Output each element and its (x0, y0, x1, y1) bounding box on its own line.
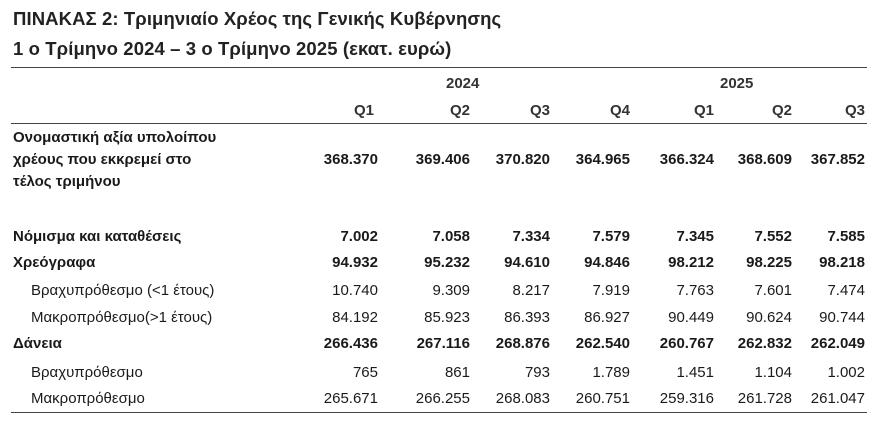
table-cell: 367.852 (810, 151, 865, 168)
table-cell: 10.740 (332, 282, 378, 299)
row-label: Βραχυπρόθεσμο (<1 έτους) (31, 282, 215, 299)
table-cell: 98.225 (746, 254, 792, 271)
row-label-line: τέλος τριμήνου (13, 173, 121, 190)
table-cell: 266.255 (415, 390, 470, 407)
table-cell: 366.324 (659, 151, 714, 168)
table-cell: 1.002 (827, 364, 865, 381)
row-label: Χρεόγραφα (13, 254, 96, 271)
table-cell: 7.334 (512, 228, 550, 245)
table-cell: 261.728 (737, 390, 792, 407)
table-cell: 8.217 (512, 282, 550, 299)
table-cell: 95.232 (424, 254, 470, 271)
quarter-header: Q1 (353, 102, 374, 119)
table-cell: 368.609 (737, 151, 792, 168)
table-cell: 793 (524, 364, 550, 381)
table-cell: 90.744 (819, 309, 865, 326)
table-cell: 1.451 (676, 364, 714, 381)
table-cell: 370.820 (495, 151, 550, 168)
table-cell: 268.876 (495, 335, 550, 352)
table-cell: 7.919 (592, 282, 630, 299)
table-cell: 368.370 (323, 151, 378, 168)
table-cell: 94.610 (504, 254, 550, 271)
quarter-header: Q3 (529, 102, 550, 119)
table-cell: 86.393 (504, 309, 550, 326)
quarter-header: Q2 (771, 102, 792, 119)
table-cell: 7.474 (827, 282, 865, 299)
table-cell: 262.049 (810, 335, 865, 352)
table-cell: 262.832 (737, 335, 792, 352)
row-label: Νόμισμα και καταθέσεις (13, 228, 182, 245)
table-cell: 7.058 (432, 228, 470, 245)
quarter-header: Q4 (609, 102, 630, 119)
bottom-rule (11, 412, 867, 413)
table-cell: 364.965 (575, 151, 630, 168)
row-label: Μακροπρόθεσμο (31, 390, 145, 407)
table-cell: 765 (352, 364, 378, 381)
table-cell: 268.083 (495, 390, 550, 407)
table-cell: 861 (444, 364, 470, 381)
table-cell: 85.923 (424, 309, 470, 326)
table-cell: 7.345 (676, 228, 714, 245)
table-cell: 9.309 (432, 282, 470, 299)
table-cell: 98.212 (668, 254, 714, 271)
table-cell: 259.316 (659, 390, 714, 407)
table-cell: 260.751 (575, 390, 630, 407)
table-cell: 265.671 (323, 390, 378, 407)
header-rule (11, 123, 867, 124)
table-cell: 260.767 (659, 335, 714, 352)
table-cell: 98.218 (819, 254, 865, 271)
quarter-header: Q1 (693, 102, 714, 119)
table-cell: 1.104 (754, 364, 792, 381)
table-cell: 7.002 (340, 228, 378, 245)
quarter-header: Q3 (844, 102, 865, 119)
table-cell: 7.579 (592, 228, 630, 245)
year-header-2024: 2024 (446, 75, 480, 92)
table-cell: 262.540 (575, 335, 630, 352)
table-cell: 86.927 (584, 309, 630, 326)
year-header-2025: 2025 (720, 75, 754, 92)
table-cell: 94.846 (584, 254, 630, 271)
table-cell: 94.932 (332, 254, 378, 271)
table-cell: 90.624 (746, 309, 792, 326)
table-cell: 90.449 (668, 309, 714, 326)
row-label-line: χρέους που εκκρεμεί στο (13, 151, 192, 168)
table-cell: 267.116 (416, 335, 470, 352)
quarter-header: Q2 (449, 102, 470, 119)
table-cell: 369.406 (415, 151, 470, 168)
table-cell: 7.601 (754, 282, 792, 299)
table-cell: 84.192 (332, 309, 378, 326)
table-cell: 7.763 (676, 282, 714, 299)
table-cell: 1.789 (592, 364, 630, 381)
table-cell: 7.552 (754, 228, 792, 245)
row-label: Βραχυπρόθεσμο (31, 364, 143, 381)
row-label: Μακροπρόθεσμο(>1 έτους) (31, 309, 213, 326)
table-cell: 7.585 (827, 228, 865, 245)
table-subtitle: 1 ο Τρίμηνο 2024 – 3 ο Τρίμηνο 2025 (εκα… (13, 38, 452, 59)
table-cell: 266.436 (323, 335, 378, 352)
top-rule (11, 67, 867, 68)
row-label-line: Ονομαστική αξία υπολοίπου (13, 129, 217, 146)
row-label: Δάνεια (13, 335, 62, 352)
table-title: ΠΙΝΑΚΑΣ 2: Τριμηνιαίο Χρέος της Γενικής … (13, 8, 502, 29)
table-cell: 261.047 (810, 390, 865, 407)
